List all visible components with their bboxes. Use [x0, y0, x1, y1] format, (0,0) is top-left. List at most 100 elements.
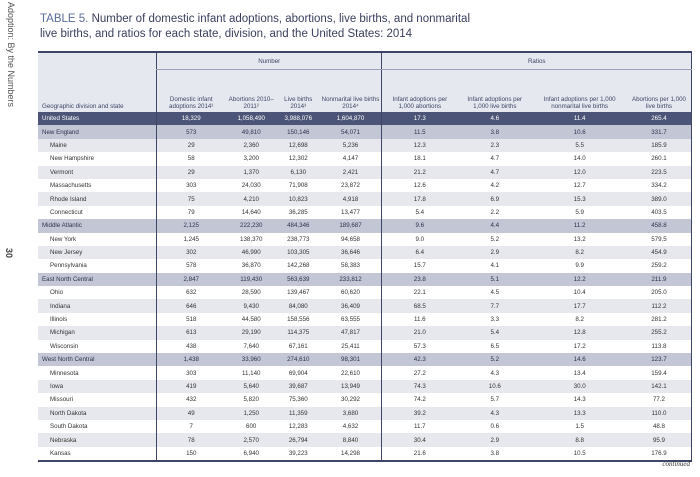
table-cell: 281.2: [626, 312, 692, 327]
table-cell: 8,840: [319, 433, 382, 447]
table-cell: 4.1: [457, 259, 533, 273]
table-cell: 60,620: [319, 286, 382, 300]
table-cell: 47,817: [319, 326, 382, 340]
column-header: Abortions per 1,000 live births: [626, 69, 692, 112]
table-cell: 12,302: [276, 152, 320, 166]
table-cell: 8.2: [532, 312, 627, 327]
page-number: 30: [4, 247, 15, 259]
total-row: United States 18,329 1,058,490 3,988,076 1,6…: [38, 112, 692, 126]
table-row: New Hampshire 58 3,200 12,302 4,147 18.1 4.7 14…: [38, 152, 692, 166]
table-cell: 23.8: [381, 272, 458, 287]
row-label: New Hampshire: [38, 152, 157, 166]
table-cell: 49: [156, 406, 226, 420]
table-cell: 22.1: [381, 286, 458, 300]
row-label: New England: [38, 125, 157, 139]
table-cell: 3,988,076: [276, 112, 320, 126]
table-cell: 205.0: [626, 286, 692, 300]
table-cell: 419: [156, 379, 226, 394]
row-label: South Dakota: [38, 419, 157, 434]
table-cell: 5,236: [319, 138, 382, 153]
table-cell: 4.2: [457, 178, 533, 193]
table-cell: 1,438: [156, 353, 226, 367]
table-cell: 29: [156, 138, 226, 153]
table-cell: 39.2: [381, 406, 458, 420]
table-cell: 255.2: [626, 326, 692, 340]
table-cell: 14.0: [532, 152, 627, 166]
table-cell: 1.5: [532, 419, 627, 434]
table-cell: 260.1: [626, 152, 692, 166]
row-label: Indiana: [38, 299, 157, 313]
table-cell: 15.7: [381, 259, 458, 273]
table-cell: 2,360: [225, 138, 277, 153]
table-cell: 646: [156, 299, 226, 313]
table-row: Iowa 419 5,640 39,687 13,949 74.3 10.6 30.0 142.…: [38, 379, 692, 394]
table-cell: 54,071: [319, 125, 382, 139]
table-cell: 25,411: [319, 339, 382, 354]
division-row: East North Central 2,847 119,430 563,639 233…: [38, 272, 692, 287]
table-cell: 11.2: [532, 219, 627, 233]
row-label: Massachusetts: [38, 178, 157, 193]
table-cell: 36,409: [319, 299, 382, 313]
table-cell: 30.4: [381, 433, 458, 447]
column-header: Abortions 2010–2011²: [225, 69, 277, 112]
table-cell: 613: [156, 326, 226, 340]
table-cell: 334.2: [626, 178, 692, 193]
table-cell: 185.9: [626, 138, 692, 153]
table-cell: 12.2: [532, 272, 627, 287]
table-cell: 9.6: [381, 219, 458, 233]
table-cell: 5.4: [457, 326, 533, 340]
table-row: South Dakota 7 600 12,283 4,632 11.7 0.6 1.5 48.…: [38, 419, 692, 434]
table-cell: 389.0: [626, 192, 692, 206]
table-cell: 29,190: [225, 326, 277, 340]
table-cell: 150,146: [276, 125, 320, 139]
table-cell: 2.9: [457, 245, 533, 260]
column-header: Live births 2014³: [276, 69, 320, 112]
table-cell: 33,960: [225, 353, 277, 367]
division-row: Middle Atlantic 2,125 222,230 484,346 189,68…: [38, 219, 692, 233]
table-cell: 139,467: [276, 286, 320, 300]
table-row: Indiana 646 9,430 84,080 36,409 68.5 7.7 17.7 11…: [38, 299, 692, 313]
table-cell: 63,555: [319, 312, 382, 327]
table-cell: 17.7: [532, 299, 627, 313]
table-cell: 0.6: [457, 419, 533, 434]
table-cell: 78: [156, 433, 226, 447]
table-row: Ohio 632 28,590 139,467 60,620 22.1 4.5 10.4 205…: [38, 286, 692, 300]
table-cell: 5.2: [457, 353, 533, 367]
row-label: Iowa: [38, 379, 157, 394]
table-cell: 10.4: [532, 286, 627, 300]
table-cell: 4,918: [319, 192, 382, 206]
row-label: East North Central: [38, 272, 157, 287]
table-cell: 2,570: [225, 433, 277, 447]
table-cell: 26,794: [276, 433, 320, 447]
table-cell: 123.7: [626, 353, 692, 367]
table-cell: 2.9: [457, 433, 533, 447]
row-label: Michigan: [38, 326, 157, 340]
table-cell: 4.6: [457, 112, 533, 126]
table-cell: 77.2: [626, 393, 692, 407]
row-label: Wisconsin: [38, 339, 157, 354]
table-cell: 46,990: [225, 245, 277, 260]
table-cell: 4.3: [457, 366, 533, 380]
table-cell: 11.7: [381, 419, 458, 434]
table-row: Illinois 518 44,580 158,556 63,555 11.6 3.3 8.2…: [38, 312, 692, 327]
table-cell: 6.4: [381, 245, 458, 260]
table-cell: 36,870: [225, 259, 277, 273]
table-cell: 14,640: [225, 205, 277, 220]
table-cell: 74.3: [381, 379, 458, 394]
table-cell: 8.8: [532, 433, 627, 447]
table-cell: 9.0: [381, 232, 458, 246]
table-cell: 7,640: [225, 339, 277, 354]
table-cell: 223.5: [626, 165, 692, 179]
table-row: Kansas 150 6,940 39,223 14,298 21.6 3.8 10.5 176…: [38, 446, 692, 462]
table-row: Connecticut 79 14,640 36,285 13,477 5.4 2.2 5.9…: [38, 205, 692, 220]
table-cell: 6,940: [225, 446, 277, 462]
table-cell: 6.5: [457, 339, 533, 354]
table-cell: 98,301: [319, 353, 382, 367]
table-row: Wisconsin 438 7,640 67,161 25,411 57.3 6.5 17.2…: [38, 339, 692, 354]
division-row: New England 573 49,810 150,146 54,071 11.5 3.8…: [38, 125, 692, 139]
table-row: North Dakota 49 1,250 11,359 3,680 39.2 4.3 13.…: [38, 406, 692, 420]
table-cell: 578: [156, 259, 226, 273]
table-cell: 9,430: [225, 299, 277, 313]
table-cell: 159.4: [626, 366, 692, 380]
table-cell: 11.5: [381, 125, 458, 139]
